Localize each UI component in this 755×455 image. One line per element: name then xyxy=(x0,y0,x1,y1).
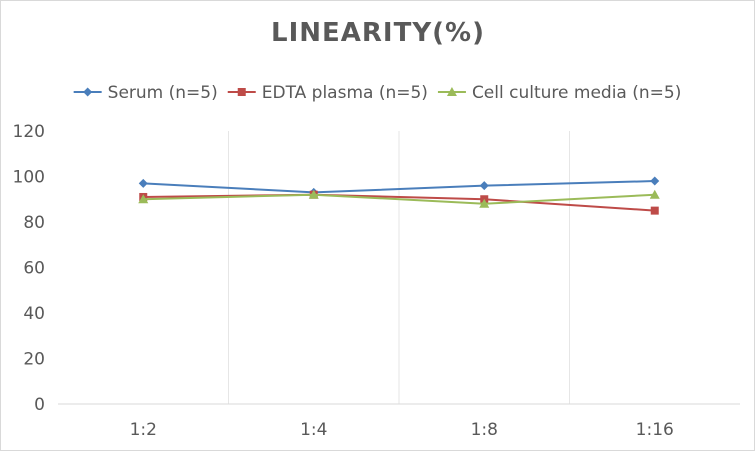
legend-marker xyxy=(446,87,457,96)
x-tick-label: 1:2 xyxy=(130,420,157,440)
legend-entry: Cell culture media (n=5) xyxy=(437,83,681,103)
data-point xyxy=(650,206,659,215)
x-axis-ticks: 1:2 1:4 1:8 1:16 xyxy=(130,420,674,440)
legend-entry: Serum (n=5) xyxy=(73,83,218,103)
data-point xyxy=(649,189,660,199)
legend-entry: EDTA plasma (n=5) xyxy=(227,83,428,103)
y-tick-label: 40 xyxy=(23,304,45,324)
y-tick-label: 100 xyxy=(13,168,45,188)
series-line xyxy=(143,193,655,205)
x-tick-label: 1:16 xyxy=(636,420,674,440)
data-point xyxy=(479,181,489,191)
legend-label: EDTA plasma (n=5) xyxy=(262,83,428,103)
y-tick-label: 80 xyxy=(23,213,45,233)
series-line xyxy=(143,193,655,212)
y-tick-label: 0 xyxy=(34,395,45,415)
y-axis-ticks: 0 20 40 60 80 100 120 xyxy=(13,122,45,415)
series-line xyxy=(143,180,655,194)
legend: Serum (n=5) EDTA plasma (n=5) Cell culture… xyxy=(73,83,681,103)
series-1 xyxy=(138,176,660,197)
data-point xyxy=(138,178,148,188)
chart-title: LINEARITY(%) xyxy=(271,18,485,48)
grid xyxy=(58,131,740,405)
series-3 xyxy=(138,189,660,208)
data-point xyxy=(308,189,319,199)
y-tick-label: 20 xyxy=(23,350,45,370)
data-point xyxy=(138,194,149,204)
legend-marker xyxy=(83,87,93,97)
x-tick-label: 1:8 xyxy=(471,420,498,440)
x-tick-label: 1:4 xyxy=(300,420,327,440)
data-point xyxy=(650,176,660,186)
series-layer xyxy=(138,176,660,215)
y-tick-label: 60 xyxy=(23,259,45,279)
legend-label: Cell culture media (n=5) xyxy=(472,83,681,103)
legend-label: Serum (n=5) xyxy=(108,83,218,103)
data-point xyxy=(479,198,490,208)
legend-marker xyxy=(237,88,246,96)
y-tick-label: 120 xyxy=(13,122,45,142)
